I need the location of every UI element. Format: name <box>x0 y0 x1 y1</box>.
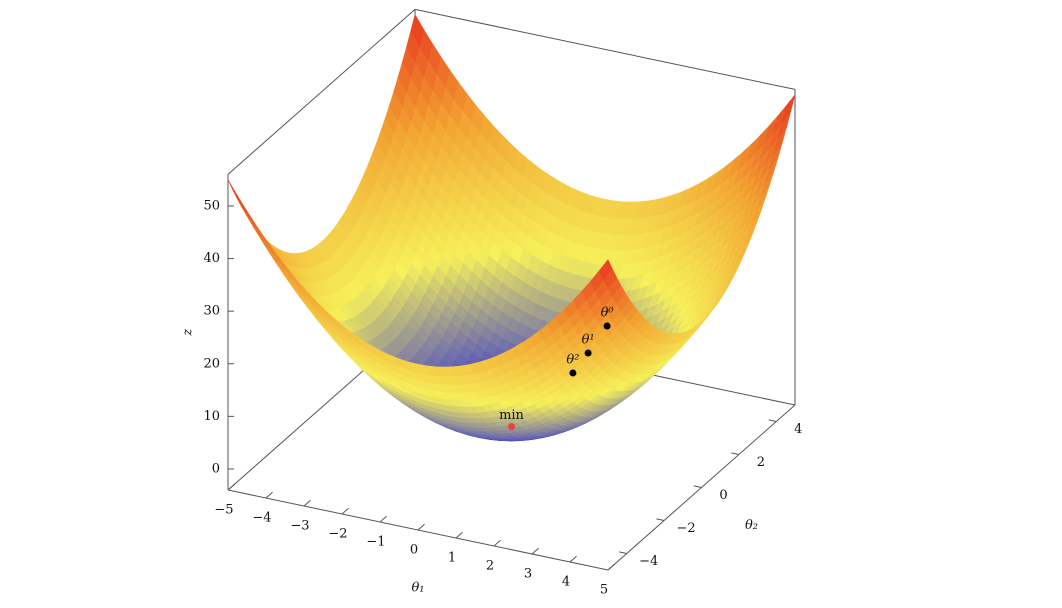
z-axis-label: z <box>181 329 196 337</box>
surface-patch <box>781 94 796 123</box>
x-tick <box>455 531 463 539</box>
y-tick-label: 4 <box>794 422 802 437</box>
y-tick <box>768 419 777 422</box>
x-tick-label: 1 <box>448 551 456 566</box>
z-tick-label: 20 <box>203 356 220 371</box>
point-label: θ² <box>566 352 579 367</box>
y-tick <box>618 551 627 554</box>
x-tick-label: −1 <box>366 535 385 550</box>
x-tick-label: −4 <box>252 511 271 526</box>
surface-patch <box>245 208 259 232</box>
point-label: θ¹ <box>582 333 595 348</box>
y-tick <box>656 518 665 521</box>
x-tick-label: −3 <box>290 519 309 534</box>
box-edge <box>414 8 796 90</box>
x-tick-label: −2 <box>328 527 347 542</box>
x-tick <box>569 555 577 563</box>
surface-patch <box>253 221 268 245</box>
z-tick-label: 30 <box>203 304 220 319</box>
minimum-point <box>508 422 515 430</box>
x-tick <box>303 499 311 507</box>
x-tick-label: 5 <box>600 583 608 598</box>
point-label: θ⁰ <box>601 305 615 320</box>
x-tick-label: 3 <box>524 567 532 582</box>
x-tick <box>417 523 425 531</box>
minimum-label: min <box>499 408 524 423</box>
x-tick-label: −5 <box>214 503 233 518</box>
x-tick <box>531 547 539 555</box>
y-tick-label: −4 <box>639 554 658 569</box>
surface-patch <box>599 259 613 281</box>
z-tick-label: 40 <box>203 251 220 266</box>
y-tick <box>693 485 702 488</box>
x-tick <box>265 491 273 499</box>
x-axis-label: θ₁ <box>411 581 424 596</box>
y-tick-label: 0 <box>719 488 727 503</box>
z-tick-label: 0 <box>212 461 220 476</box>
x-tick <box>379 515 387 523</box>
x-tick <box>607 563 615 571</box>
surface <box>227 13 796 442</box>
surface-patch <box>262 234 276 257</box>
y-tick <box>731 452 740 455</box>
x-tick <box>493 539 501 547</box>
z-tick-label: 50 <box>203 198 220 213</box>
x-tick-label: 2 <box>486 559 494 574</box>
surface-patch <box>410 13 424 47</box>
y-axis-label: θ₂ <box>745 518 758 533</box>
box-edge <box>227 9 416 175</box>
x-tick <box>227 483 235 491</box>
x-tick-label: 4 <box>562 575 570 590</box>
y-tick-label: 2 <box>757 455 765 470</box>
iterate-point <box>584 349 592 357</box>
x-tick <box>341 507 349 515</box>
surface-patch <box>227 179 242 204</box>
x-tick-label: 0 <box>410 543 418 558</box>
z-tick-label: 10 <box>203 409 220 424</box>
overlay: 0 10 20 30 40 50 −5 −4 −3 −2 −1 0 1 2 3 4 5 −4 −2 0 2 4 θ₁ θ₂ z θ… <box>181 198 803 597</box>
y-tick-label: −2 <box>677 521 696 536</box>
iterate-point <box>569 369 577 377</box>
iterate-point <box>603 322 611 330</box>
